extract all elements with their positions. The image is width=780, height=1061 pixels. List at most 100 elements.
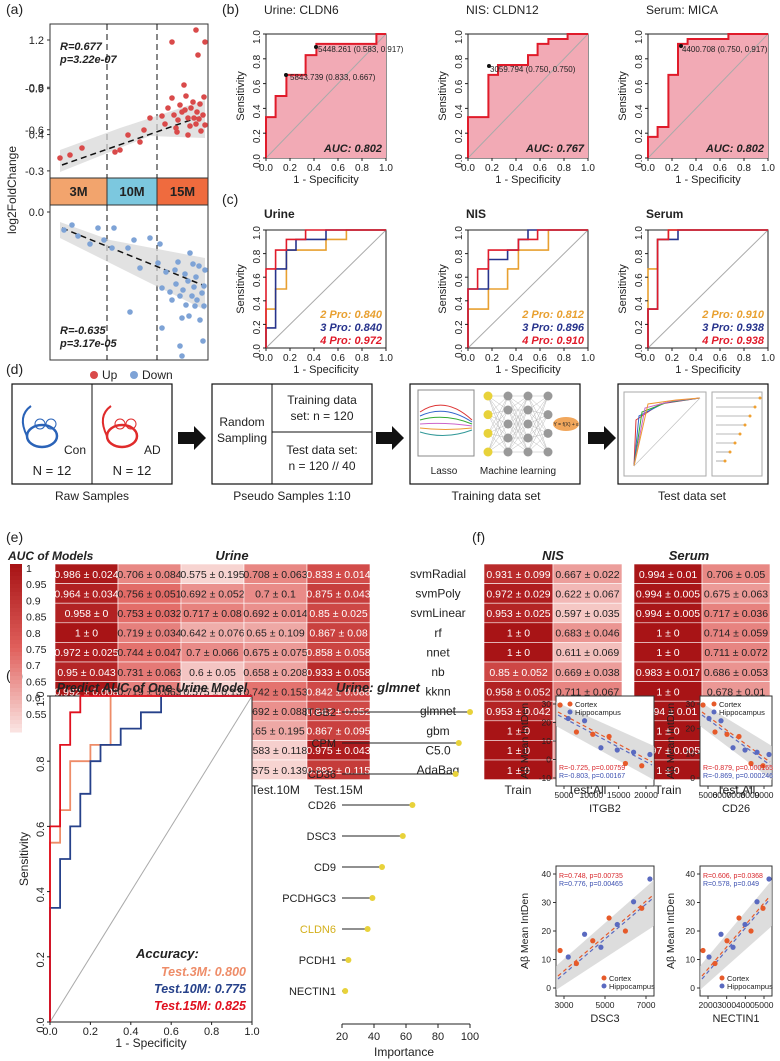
urine-heatmap-value: 0.867 ± 0.095	[306, 726, 370, 738]
model-label: svmPoly	[415, 587, 460, 601]
accuracy-label: Test.10M: 0.775	[154, 982, 247, 996]
accuracy-label: Test.15M: 0.825	[154, 999, 247, 1013]
y-tick-label: 0.0	[252, 154, 263, 168]
down-point	[101, 237, 107, 243]
roc-title: Predict AUC of One Urine Model	[57, 681, 248, 695]
y-tick-label: 10	[686, 955, 696, 965]
confidence-band	[700, 880, 772, 990]
importance-point	[345, 957, 352, 963]
nn-node	[543, 447, 553, 457]
legend-hippocampus-label: Hippocampus	[575, 708, 621, 717]
y-tick-label: 0.0	[252, 344, 263, 358]
lasso-path	[419, 427, 473, 430]
training-label: set: n = 120	[290, 409, 353, 423]
x-tick-label: 9000	[755, 790, 774, 800]
roc-curve-4-Pro	[265, 229, 386, 348]
down-point	[185, 278, 191, 284]
y-tick-label: 0.0	[454, 344, 465, 358]
y-tick-label: -0.9	[25, 84, 44, 96]
urine-heatmap-value: 0.717 ± 0.08	[183, 608, 241, 620]
cortex-point	[557, 702, 563, 708]
panel-b-roc: 0.00.0 0.2 0.2 0.4 0.4 0.6 0.6 0.8 0.8 1.0 1.0 1 - …	[437, 3, 595, 186]
y-axis-label: Sensitivity	[617, 71, 629, 121]
y-axis-label: Aβ Mean IntDen	[665, 703, 677, 779]
legend-gradient-step	[10, 632, 22, 637]
y-tick-label: 0.8	[252, 249, 263, 263]
cortex-regression	[557, 711, 653, 763]
legend-gradient-step	[10, 668, 22, 673]
nn-node	[523, 391, 533, 401]
roc-curve-Test-3M	[49, 695, 252, 1022]
nn-edge	[487, 409, 509, 434]
up-point	[191, 115, 197, 121]
down-point	[186, 313, 192, 319]
y-tick-label: 0	[690, 983, 695, 993]
legend-gradient-step	[10, 700, 22, 705]
training-label: Training data	[287, 393, 357, 407]
up-point	[79, 145, 85, 151]
nn-node	[483, 391, 493, 401]
model-label: nb	[431, 665, 445, 679]
up-point	[196, 116, 202, 122]
feature-label: CD26	[308, 800, 336, 812]
x-tick-label: 20000	[634, 790, 658, 800]
x-tick-label: 5000	[596, 1000, 615, 1010]
down-point	[87, 241, 93, 247]
urine-heatmap-value: 0.986 ± 0.024	[54, 569, 118, 581]
up-point	[137, 139, 143, 145]
nn-edge	[487, 395, 509, 453]
auc-label: 2 Pro: 0.840	[319, 309, 383, 321]
x-tick-label: 4000	[736, 1000, 755, 1010]
legend-gradient-step	[10, 716, 22, 721]
legend-cortex-label: Cortex	[719, 700, 741, 709]
cortex-stat: R=-0.879, p=0.000165	[703, 765, 773, 772]
model-label: nnet	[426, 645, 450, 659]
hippocampus-point	[565, 715, 571, 722]
x-tick-label: 0.6	[713, 353, 727, 364]
legend-gradient-step	[10, 592, 22, 597]
importance-point	[467, 709, 473, 715]
roc-title: Serum	[646, 207, 683, 221]
down-point	[111, 225, 117, 231]
y-tick-label: 30	[686, 699, 696, 709]
time-strip	[49, 177, 108, 206]
nis-heatmap-value: 0.931 ± 0.099	[486, 569, 550, 581]
panel-b-roc: 0.00.0 0.2 0.2 0.4 0.4 0.6 0.6 0.8 0.8 1.0 1.0 1 - …	[617, 3, 775, 186]
panel-b-roc: 0.00.0 0.2 0.2 0.4 0.4 0.6 0.6 0.8 0.8 1.0 1.0 1 - …	[235, 3, 393, 186]
x-tick-label: 0.6	[533, 353, 547, 364]
legend-gradient-step	[10, 576, 22, 581]
urine-heatmap-value: 0.867 ± 0.08	[309, 628, 367, 640]
hippocampus-point	[630, 749, 637, 755]
n-con-label: N = 12	[33, 463, 72, 478]
down-point	[159, 285, 165, 291]
y-tick-label: 0.4	[454, 296, 465, 310]
up-point	[177, 102, 183, 108]
y-tick-label: 0.0	[634, 154, 645, 168]
importance-point	[364, 926, 371, 932]
x-tick-label: 0.8	[355, 353, 369, 364]
up-point	[183, 93, 189, 99]
nis-heatmap-value: 0.953 ± 0.025	[486, 608, 550, 620]
y-tick-label: -0.6	[25, 125, 44, 137]
down-point	[172, 267, 178, 273]
y-axis-label: Aβ Mean IntDen	[519, 893, 531, 969]
con-label: Con	[64, 443, 86, 457]
roc-title: NIS	[466, 207, 486, 221]
legend-down-marker	[130, 371, 138, 379]
nn-edge	[527, 395, 549, 434]
model-label: kknn	[425, 685, 450, 699]
y-tick-label: 1.0	[634, 30, 645, 44]
threshold-label: 3059.794 (0.750, 0.750)	[490, 65, 576, 74]
nis-heatmap-value: 0.611 ± 0.069	[556, 647, 620, 659]
arrow	[178, 426, 206, 450]
serum-heatmap-value: 1 ± 0	[656, 765, 679, 777]
threshold-point	[679, 44, 683, 48]
x-tick-label: 0.8	[204, 1026, 219, 1038]
auc-label: 4 Pro: 0.972	[319, 335, 382, 347]
y-tick-label: 0.0	[29, 207, 44, 219]
x-axis-label: 1 - Specificity	[495, 174, 561, 186]
feature-label: ITGB2	[304, 707, 336, 719]
time-label: 15M	[170, 184, 195, 199]
cortex-point	[622, 760, 629, 767]
